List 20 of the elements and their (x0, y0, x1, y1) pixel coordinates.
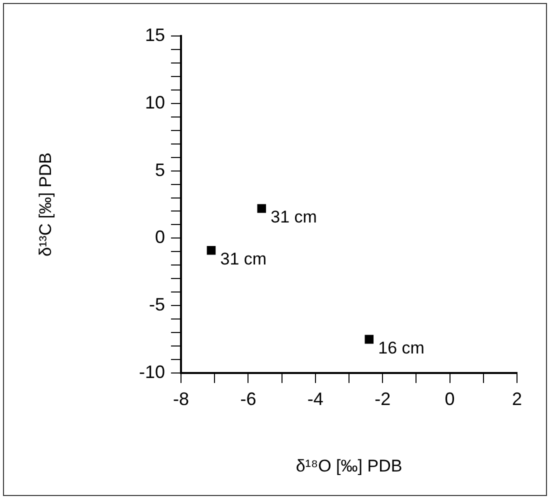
y-tick-label: 0 (154, 227, 165, 248)
y-tick-label: 5 (154, 160, 165, 180)
annotation: 31 cm (220, 250, 267, 269)
x-tick-label: -6 (240, 388, 256, 409)
y-tick-label: 10 (144, 92, 165, 112)
x-tick-label: 0 (444, 388, 455, 409)
annotation: 16 cm (378, 338, 424, 358)
x-axis-title: δ¹⁸O [‰] PDB (296, 456, 402, 476)
y-tick-label: -10 (138, 362, 165, 382)
y-tick-label: -5 (148, 294, 165, 315)
point (206, 246, 216, 255)
y-axis-title: δ¹³C [‰] PDB (36, 152, 55, 256)
x-tick-label: 2 (512, 388, 522, 409)
x-tick-label: -8 (172, 388, 190, 409)
x-tick-label: -4 (307, 388, 324, 409)
point (257, 204, 266, 213)
y-tick-label: 15 (144, 24, 165, 45)
point (364, 334, 374, 344)
annotation: 31 cm (270, 208, 317, 227)
x-tick-label: -2 (374, 388, 391, 409)
